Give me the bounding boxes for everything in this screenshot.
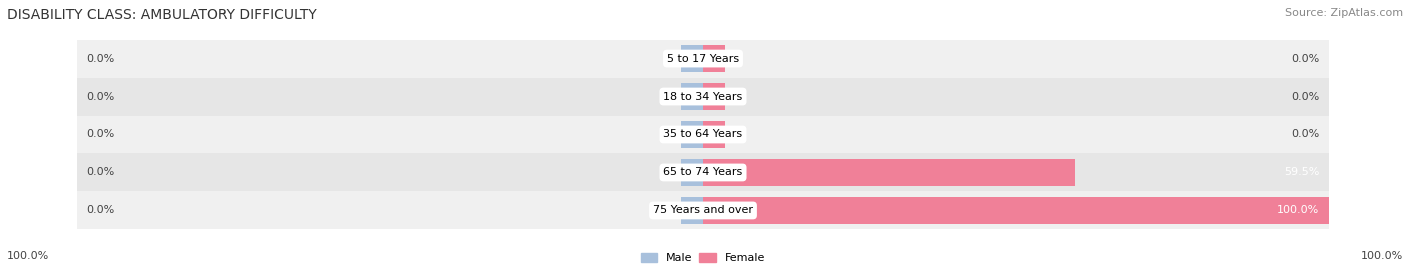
Text: 100.0%: 100.0% [7, 250, 49, 261]
FancyBboxPatch shape [77, 192, 1329, 229]
Bar [703, 121, 725, 148]
Bar [681, 83, 703, 110]
Bar [703, 159, 1076, 186]
Bar [681, 121, 703, 148]
Bar [681, 45, 703, 72]
FancyBboxPatch shape [77, 115, 1329, 154]
Legend: Male, Female: Male, Female [641, 253, 765, 263]
Text: 100.0%: 100.0% [1277, 206, 1319, 215]
FancyBboxPatch shape [77, 40, 1329, 77]
Text: 100.0%: 100.0% [1361, 250, 1403, 261]
Text: 75 Years and over: 75 Years and over [652, 206, 754, 215]
Text: 0.0%: 0.0% [1291, 129, 1319, 140]
Bar [681, 197, 703, 224]
Bar [703, 83, 725, 110]
Text: 59.5%: 59.5% [1284, 168, 1319, 178]
Text: 65 to 74 Years: 65 to 74 Years [664, 168, 742, 178]
Bar [703, 45, 725, 72]
FancyBboxPatch shape [77, 154, 1329, 192]
Text: 0.0%: 0.0% [87, 129, 115, 140]
Text: DISABILITY CLASS: AMBULATORY DIFFICULTY: DISABILITY CLASS: AMBULATORY DIFFICULTY [7, 8, 316, 22]
Bar [681, 159, 703, 186]
Text: 0.0%: 0.0% [87, 206, 115, 215]
Text: Source: ZipAtlas.com: Source: ZipAtlas.com [1285, 8, 1403, 18]
Text: 0.0%: 0.0% [1291, 91, 1319, 101]
Text: 0.0%: 0.0% [87, 168, 115, 178]
Text: 18 to 34 Years: 18 to 34 Years [664, 91, 742, 101]
Text: 35 to 64 Years: 35 to 64 Years [664, 129, 742, 140]
Text: 5 to 17 Years: 5 to 17 Years [666, 54, 740, 63]
Text: 0.0%: 0.0% [87, 91, 115, 101]
FancyBboxPatch shape [77, 77, 1329, 115]
Text: 0.0%: 0.0% [1291, 54, 1319, 63]
Text: 0.0%: 0.0% [87, 54, 115, 63]
Bar [703, 197, 1329, 224]
